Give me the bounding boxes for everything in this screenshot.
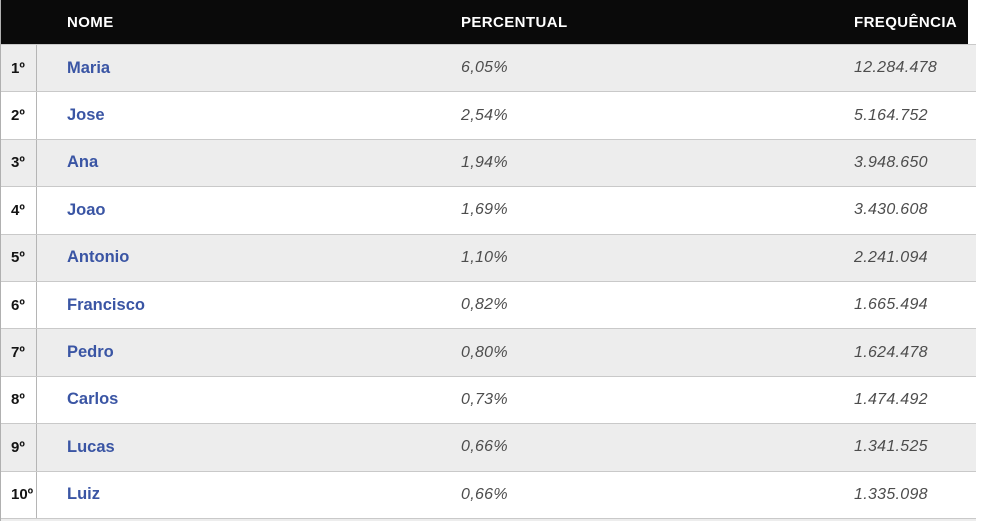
name-link[interactable]: Maria <box>67 58 111 77</box>
name-link[interactable]: Joao <box>67 200 106 219</box>
column-header-nome: NOME <box>67 13 114 31</box>
percent-cell: 0,82% <box>461 296 508 314</box>
name-cell: Ana <box>37 153 461 172</box>
frequency-cell: 12.284.478 <box>854 59 938 77</box>
name-cell: Joao <box>37 201 461 220</box>
percent-cell: 1,94% <box>461 153 508 171</box>
table-row-partial <box>1 517 976 521</box>
column-header-percentual: PERCENTUAL <box>461 13 568 31</box>
table-row: 6º Francisco 0,82% 1.665.494 <box>1 280 976 329</box>
table-row: 9º Lucas 0,66% 1.341.525 <box>1 423 976 471</box>
percent-cell: 0,80% <box>461 343 508 361</box>
table-header-row: NOME PERCENTUAL FREQUÊNCIA <box>1 0 968 44</box>
name-link[interactable]: Francisco <box>67 295 145 314</box>
percent-cell: 0,66% <box>461 485 508 503</box>
frequency-cell: 2.241.094 <box>854 248 928 266</box>
name-link[interactable]: Ana <box>67 153 99 172</box>
frequency-cell: 1.665.494 <box>854 296 928 314</box>
rank-cell: 5º <box>1 234 37 281</box>
rank-cell: 4º <box>1 187 37 234</box>
name-cell: Lucas <box>37 438 461 457</box>
percent-cell: 1,69% <box>461 201 508 219</box>
name-link[interactable]: Jose <box>67 106 105 125</box>
rank-cell: 2º <box>1 92 37 139</box>
name-link[interactable]: Luiz <box>67 485 100 504</box>
table-body: 1º Maria 6,05% 12.284.478 2º Jose 2,54% … <box>1 44 981 518</box>
name-cell: Jose <box>37 106 461 125</box>
frequency-cell: 1.335.098 <box>854 485 928 503</box>
frequency-cell: 5.164.752 <box>854 106 928 124</box>
name-cell: Maria <box>37 59 461 78</box>
name-cell: Luiz <box>37 485 461 504</box>
table-row: 10º Luiz 0,66% 1.335.098 <box>1 470 976 518</box>
rank-cell: 6º <box>1 281 37 329</box>
column-header-frequencia: FREQUÊNCIA <box>854 13 958 31</box>
rank-cell: 3º <box>1 139 37 187</box>
table-row: 8º Carlos 0,73% 1.474.492 <box>1 375 976 424</box>
name-link[interactable]: Lucas <box>67 437 115 456</box>
percent-cell: 1,10% <box>461 248 508 266</box>
table-row: 4º Joao 1,69% 3.430.608 <box>1 186 976 234</box>
frequency-cell: 1.624.478 <box>854 343 928 361</box>
rank-cell: 7º <box>1 329 37 376</box>
percent-cell: 0,66% <box>461 438 508 456</box>
percent-cell: 0,73% <box>461 390 508 408</box>
percent-cell: 6,05% <box>461 59 508 77</box>
name-link[interactable]: Pedro <box>67 343 114 362</box>
percent-cell: 2,54% <box>461 106 508 124</box>
rank-cell: 8º <box>1 376 37 424</box>
frequency-cell: 1.341.525 <box>854 438 928 456</box>
table-row: 7º Pedro 0,80% 1.624.478 <box>1 328 976 376</box>
name-cell: Pedro <box>37 343 461 362</box>
table-row: 3º Ana 1,94% 3.948.650 <box>1 138 976 187</box>
table-row: 5º Antonio 1,10% 2.241.094 <box>1 233 976 281</box>
frequency-cell: 3.430.608 <box>854 201 928 219</box>
name-link[interactable]: Carlos <box>67 390 119 409</box>
name-cell: Antonio <box>37 248 461 267</box>
rank-cell: 10º <box>1 471 37 518</box>
table-row: 2º Jose 2,54% 5.164.752 <box>1 91 976 139</box>
name-link[interactable]: Antonio <box>67 248 130 267</box>
name-cell: Francisco <box>37 296 461 315</box>
rank-cell: 9º <box>1 424 37 471</box>
frequency-cell: 1.474.492 <box>854 390 928 408</box>
rank-cell: 1º <box>1 45 37 92</box>
name-cell: Carlos <box>37 390 461 409</box>
frequency-cell: 3.948.650 <box>854 153 928 171</box>
table-row: 1º Maria 6,05% 12.284.478 <box>1 44 976 92</box>
